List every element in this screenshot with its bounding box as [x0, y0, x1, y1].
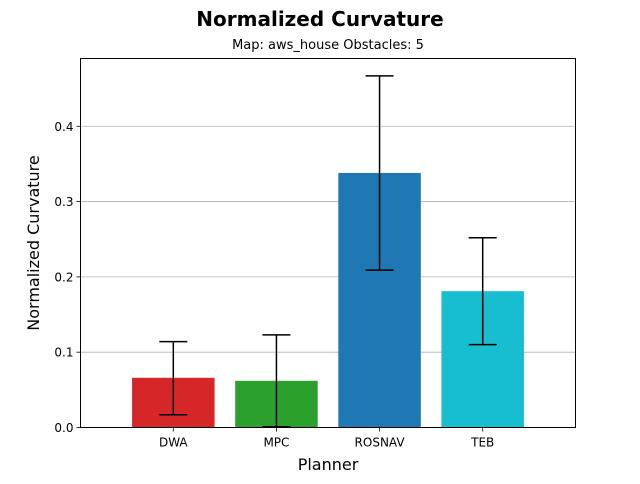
y-axis-ticks: 0.0 0.1 0.2 0.3 0.4 — [54, 120, 81, 435]
x-tick-label: MPC — [263, 436, 289, 450]
x-tick-label: ROSNAV — [355, 436, 406, 450]
y-tick-label: 0.1 — [54, 346, 73, 360]
x-tick-label: DWA — [159, 436, 188, 450]
error-bar-teb — [468, 236, 497, 346]
chart-subtitle: Map: aws_house Obstacles: 5 — [232, 38, 424, 53]
x-tick-label: TEB — [470, 436, 494, 450]
chart-title: Normalized Curvature — [196, 7, 443, 31]
x-axis-label: Planner — [298, 455, 359, 474]
x-axis-ticks: DWA MPC ROSNAV TEB — [159, 427, 494, 450]
y-tick-label: 0.4 — [54, 120, 73, 134]
y-tick-label: 0.3 — [54, 195, 73, 209]
error-bars — [159, 75, 497, 428]
error-bar-rosnav — [365, 75, 394, 271]
y-tick-label: 0.2 — [54, 270, 73, 284]
y-tick-label: 0.0 — [54, 421, 73, 435]
plot-frame — [80, 58, 576, 428]
error-bar-dwa — [159, 340, 188, 416]
error-bar-mpc — [262, 334, 291, 428]
y-axis-label: Normalized Curvature — [24, 155, 43, 330]
